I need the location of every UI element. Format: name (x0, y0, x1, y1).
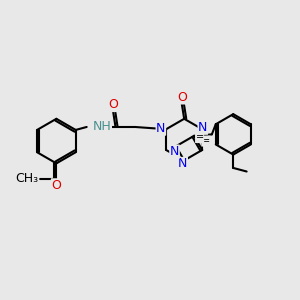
Text: N: N (156, 122, 166, 135)
Text: =: = (202, 136, 210, 146)
Text: N: N (178, 158, 188, 170)
Text: =: = (196, 133, 204, 142)
Text: CH₃: CH₃ (15, 172, 38, 185)
Text: O: O (51, 179, 61, 192)
Text: N: N (198, 121, 208, 134)
Text: N: N (170, 145, 179, 158)
Text: NH: NH (93, 120, 111, 133)
Text: O: O (108, 98, 118, 112)
Text: O: O (177, 91, 187, 104)
